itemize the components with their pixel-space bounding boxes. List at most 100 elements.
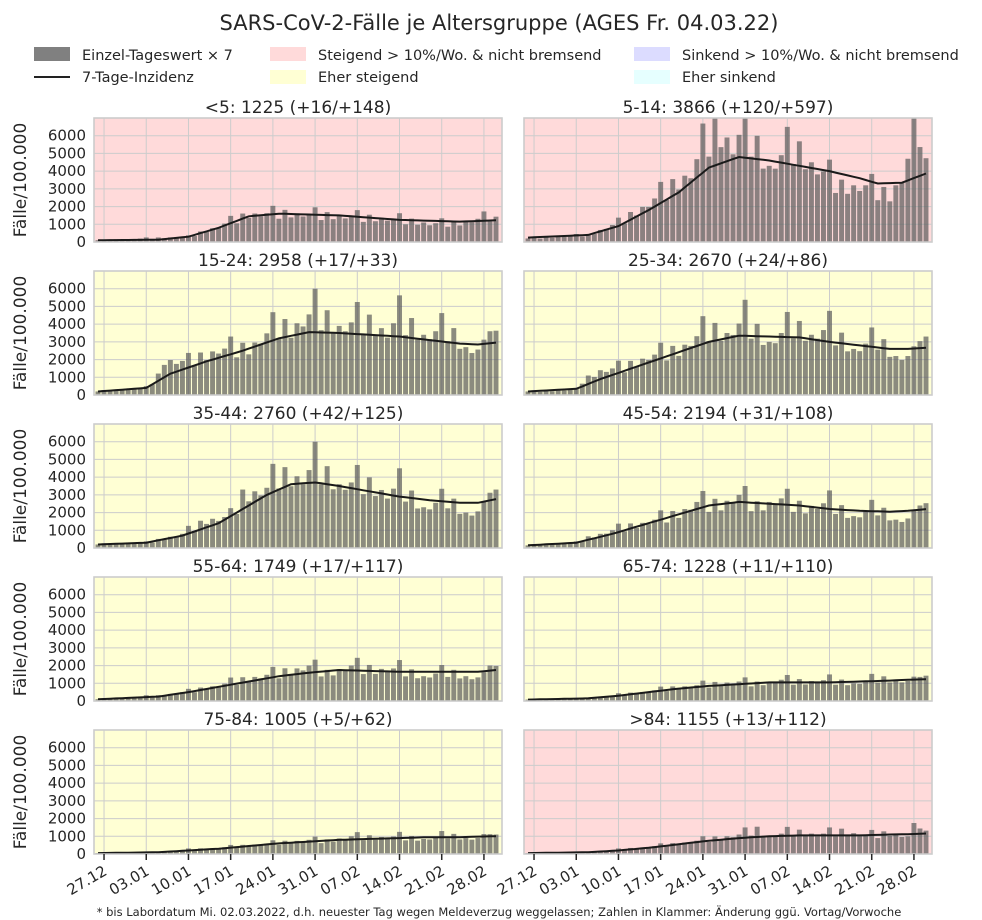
bar	[827, 490, 832, 548]
bar	[706, 341, 712, 395]
bar	[525, 545, 531, 548]
bar	[597, 696, 603, 701]
bar	[730, 837, 736, 854]
bar	[433, 223, 439, 242]
bar	[475, 677, 481, 701]
bar	[772, 168, 778, 242]
bar	[336, 325, 342, 395]
legend-item-rather-falling: Eher sinkend	[634, 70, 776, 86]
bar	[585, 536, 591, 548]
bar	[790, 338, 796, 395]
bar	[670, 843, 676, 854]
bar	[784, 488, 790, 548]
bar	[700, 123, 706, 242]
panel: 65-74: 1228 (+11/+110)	[523, 557, 933, 702]
bar	[167, 693, 173, 701]
y-axis-label: Fälle/100.000	[11, 123, 31, 238]
bar	[493, 216, 499, 242]
incidence-line	[97, 668, 497, 701]
bar	[282, 209, 288, 242]
bar	[493, 489, 499, 548]
bar	[718, 340, 724, 395]
bar	[360, 221, 366, 242]
bar	[814, 836, 820, 854]
bar	[270, 666, 276, 701]
bar	[475, 349, 481, 395]
bar	[228, 336, 234, 395]
bar	[240, 489, 246, 548]
bar	[366, 477, 372, 548]
x-tick-label: 28.02	[874, 862, 920, 899]
bar	[724, 333, 730, 395]
bar	[802, 340, 808, 395]
bar	[893, 833, 899, 854]
bar	[772, 343, 778, 395]
y-tick-label: 2000	[48, 351, 86, 369]
bar	[887, 201, 893, 242]
bar	[622, 850, 627, 854]
bar	[881, 831, 887, 854]
bar	[228, 844, 234, 854]
bar	[210, 848, 216, 854]
bar	[652, 690, 658, 701]
x-tick-label: 14.02	[359, 862, 405, 899]
bar	[487, 492, 493, 548]
bar	[427, 225, 433, 242]
bar	[366, 214, 372, 242]
y-tick-label: 1000	[48, 368, 86, 386]
y-tick-label: 1000	[48, 215, 86, 233]
bar	[664, 522, 670, 548]
bar	[724, 137, 730, 242]
bar	[288, 337, 294, 395]
bar	[857, 517, 863, 548]
legend-label-line: 7-Tage-Inzidenz	[82, 70, 194, 86]
y-tick-label: 0	[76, 386, 86, 404]
panel: 25-34: 2670 (+24/+86)	[523, 251, 933, 396]
bar	[615, 360, 621, 395]
bar	[204, 360, 210, 395]
legend-label-rather-falling: Eher sinkend	[682, 70, 776, 86]
bar	[772, 836, 778, 854]
bar	[754, 826, 760, 854]
y-tick-label: 1000	[48, 521, 86, 539]
x-tick-label: 24.01	[663, 862, 709, 899]
bar	[670, 345, 676, 395]
bar	[549, 544, 555, 548]
bar	[204, 849, 210, 854]
bar	[179, 692, 185, 701]
y-tick-label: 6000	[48, 586, 86, 604]
y-tick-label: 5000	[48, 756, 86, 774]
bar	[736, 494, 742, 548]
panel: 45-54: 2194 (+31/+108)	[523, 404, 933, 549]
bar	[306, 665, 312, 701]
bar	[730, 334, 736, 395]
bar	[119, 698, 125, 701]
bar	[246, 217, 252, 242]
bar	[185, 352, 191, 395]
bar	[445, 508, 451, 548]
bar	[839, 505, 845, 548]
bar	[360, 494, 366, 548]
figure-title: SARS-CoV-2-Fälle je Altersgruppe (AGES F…	[220, 11, 779, 35]
bar	[161, 852, 167, 854]
y-tick-label: 0	[76, 539, 86, 557]
legend-item-bars: Einzel-Tageswert × 7	[34, 47, 233, 64]
bar	[348, 482, 354, 548]
bar	[899, 836, 905, 854]
y-axis-label: Fälle/100.000	[11, 735, 31, 850]
bar	[161, 695, 167, 701]
bar	[893, 356, 899, 395]
incidence-line	[98, 212, 497, 242]
bar	[318, 676, 324, 701]
bar	[676, 844, 682, 854]
x-tick-label: 21.02	[402, 862, 448, 899]
bar	[409, 835, 415, 854]
bar	[216, 848, 222, 854]
bar	[451, 498, 457, 548]
bar	[688, 842, 694, 854]
bar	[451, 328, 457, 395]
bar	[167, 536, 173, 548]
bar	[766, 681, 772, 701]
bar	[724, 682, 730, 701]
bar	[537, 391, 543, 395]
